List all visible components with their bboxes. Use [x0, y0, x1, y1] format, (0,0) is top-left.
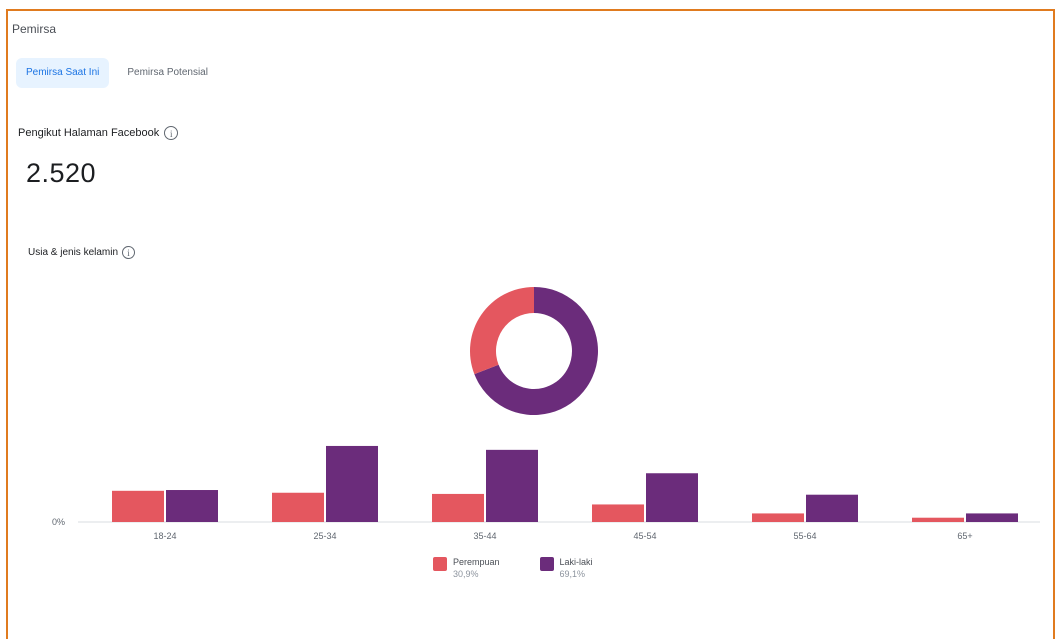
- chart-legend: Perempuan 30,9% Laki-laki 69,1%: [433, 556, 593, 579]
- bar-male-35-44[interactable]: [486, 449, 538, 522]
- legend-swatch-male: [539, 557, 554, 571]
- bar-female-45-54[interactable]: [592, 504, 644, 522]
- x-tick-label: 45-54: [633, 531, 656, 541]
- x-tick-label: 55-64: [793, 531, 816, 541]
- section-title: Pemirsa: [12, 22, 57, 36]
- tab-current-audience[interactable]: Pemirsa Saat Ini: [16, 58, 110, 88]
- bar-male-25-34[interactable]: [326, 445, 378, 522]
- info-icon[interactable]: i: [164, 126, 179, 140]
- audience-tabs: Pemirsa Saat Ini Pemirsa Potensial: [16, 58, 218, 88]
- age-gender-label-row: Usia & jenis kelamin i: [28, 246, 136, 259]
- x-tick-label: 65+: [957, 531, 972, 541]
- legend-pct-male: 69,1%: [559, 569, 586, 579]
- bar-female-65+[interactable]: [912, 517, 964, 522]
- followers-count: 2.520: [26, 158, 97, 188]
- bar-male-45-54[interactable]: [646, 473, 698, 522]
- x-tick-label: 35-44: [473, 531, 496, 541]
- followers-label-row: Pengikut Halaman Facebook i: [18, 126, 179, 140]
- legend-label-female: Perempuan: [453, 557, 500, 567]
- bar-male-55-64[interactable]: [806, 494, 858, 522]
- bar-female-35-44[interactable]: [432, 493, 484, 522]
- x-tick-label: 18-24: [153, 531, 176, 541]
- donut-slice-female[interactable]: [470, 287, 534, 375]
- bar-female-18-24[interactable]: [112, 490, 164, 522]
- bar-female-55-64[interactable]: [752, 513, 804, 522]
- followers-label: Pengikut Halaman Facebook: [18, 127, 160, 139]
- tab-potential-audience[interactable]: Pemirsa Potensial: [127, 67, 208, 78]
- donut-slice-male[interactable]: [474, 287, 598, 416]
- info-icon[interactable]: i: [122, 246, 136, 259]
- audience-panel: [6, 9, 1055, 639]
- age-gender-label: Usia & jenis kelamin: [28, 247, 119, 258]
- legend-pct-female: 30,9%: [453, 569, 479, 579]
- bar-male-65+[interactable]: [966, 513, 1018, 522]
- x-tick-label: 25-34: [313, 531, 336, 541]
- bar-male-18-24[interactable]: [166, 490, 218, 522]
- y-tick-label: 0%: [52, 517, 65, 527]
- legend-item-male[interactable]: Laki-laki 69,1%: [539, 556, 593, 579]
- bar-female-25-34[interactable]: [272, 492, 324, 522]
- legend-label-male: Laki-laki: [559, 557, 593, 567]
- legend-swatch-female: [433, 557, 447, 571]
- legend-item-female[interactable]: Perempuan 30,9%: [433, 556, 500, 579]
